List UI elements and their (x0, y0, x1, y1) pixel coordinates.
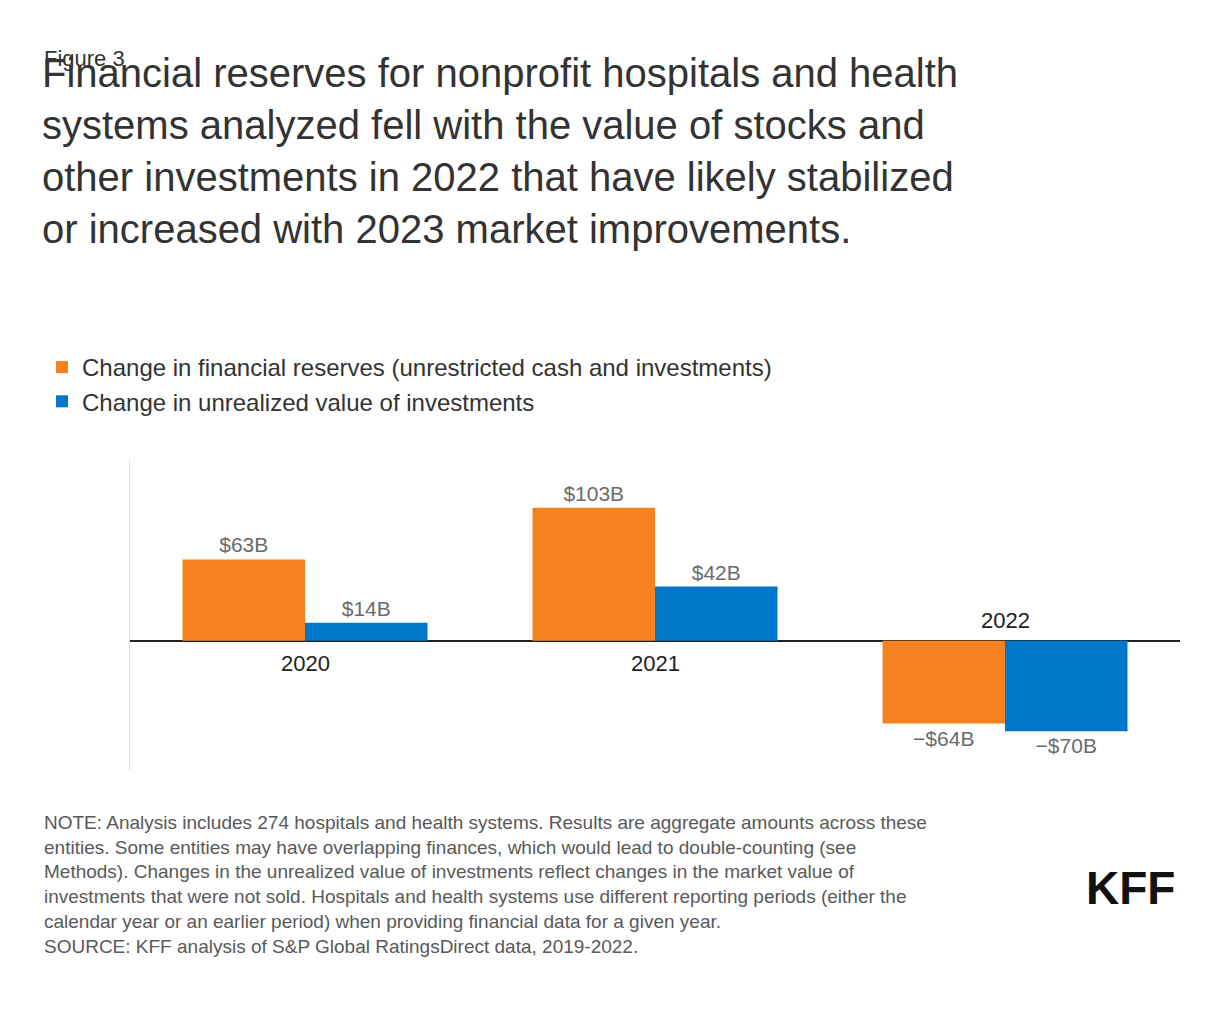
svg-text:−$70B: −$70B (1036, 734, 1097, 757)
svg-text:NOTE: Analysis includes 274 ho: NOTE: Analysis includes 274 hospitals an… (44, 812, 927, 957)
svg-text:$63B: $63B (219, 533, 268, 556)
svg-text:Change in unrealized value of: Change in unrealized value of investment… (82, 389, 534, 416)
svg-text:2020: 2020 (281, 651, 330, 676)
svg-text:KFF: KFF (1086, 862, 1175, 914)
svg-text:−$64B: −$64B (913, 727, 974, 750)
svg-text:$103B: $103B (563, 482, 624, 505)
svg-text:Financial reserves for nonprof: Financial reserves for nonprofit hospita… (42, 51, 958, 251)
svg-text:Change in financial reserves (: Change in financial reserves (unrestrict… (82, 354, 772, 381)
svg-text:2021: 2021 (631, 651, 680, 676)
svg-text:2022: 2022 (981, 608, 1030, 633)
svg-text:$42B: $42B (692, 561, 741, 584)
svg-text:$14B: $14B (342, 597, 391, 620)
svg-text:Figure 3: Figure 3 (44, 46, 125, 71)
